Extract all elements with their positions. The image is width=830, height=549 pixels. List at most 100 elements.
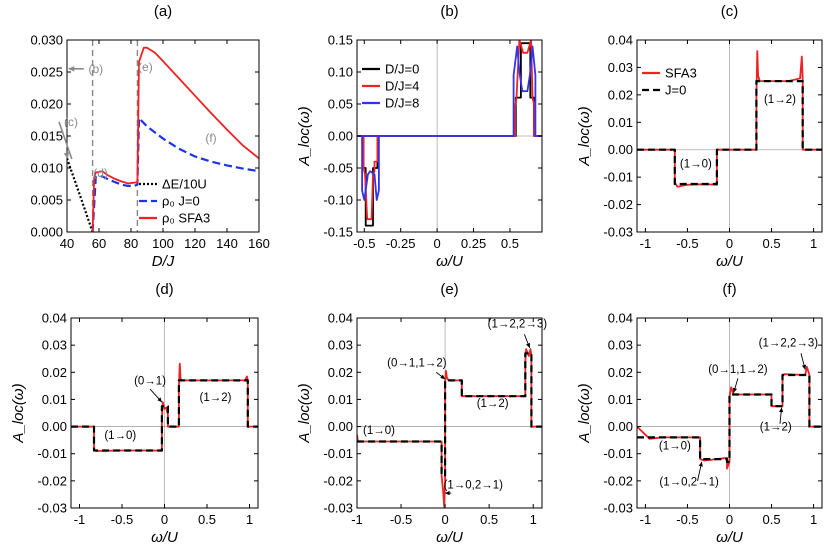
annotation: (1→2): [477, 398, 509, 410]
x-tick-label: 0.5: [480, 512, 498, 527]
callout-arrow: [58, 121, 73, 160]
callout-label: (e): [138, 60, 153, 74]
x-axis-label: ω/U: [716, 253, 743, 270]
panel-title: (d): [155, 281, 173, 298]
legend-label: D/J=0: [385, 62, 419, 77]
x-tick-label: 0: [441, 512, 448, 527]
y-tick-label: 0.00: [42, 419, 67, 434]
panel-b: -0.5 -0.25 0 0.25 0.5 -0.15 -0.10 -0.05 0.00 0.05…: [296, 3, 543, 270]
x-tick-label: 0: [161, 512, 168, 527]
annotation: (1→0,2→1): [444, 479, 504, 491]
y-tick-label: 0.01: [328, 392, 353, 407]
y-tick-label: -0.02: [323, 473, 353, 488]
x-tick-label: 1: [810, 512, 817, 527]
x-tick-label: 1: [246, 512, 253, 527]
y-axis-label: A_loc(ω): [296, 106, 313, 166]
y-tick-label: 0.005: [30, 193, 63, 208]
panel-title: (b): [440, 3, 458, 20]
y-tick-label: -0.03: [603, 501, 633, 516]
y-tick-label: 0.03: [608, 60, 633, 75]
y-tick-label: 0.04: [608, 311, 633, 326]
y-tick-label: 0.02: [608, 365, 633, 380]
x-tick-label: -0.5: [676, 512, 698, 527]
annotation: (1→2): [200, 392, 232, 404]
x-tick-label: -0.5: [111, 512, 133, 527]
annotation-arrowhead: [157, 397, 162, 403]
series-group: [357, 348, 542, 508]
x-axis-label: D/J: [152, 253, 175, 270]
y-tick-label: -0.02: [603, 473, 633, 488]
y-tick-label: 0.02: [608, 87, 633, 102]
y-tick-label: 0.04: [608, 33, 633, 48]
annotation: (0→1): [134, 376, 166, 388]
x-tick-label: -1: [640, 512, 652, 527]
callout-label: (c): [64, 115, 78, 129]
panel-a: 40 60 80 100 120 140 160 0.000 0.005 0.010 0.015 0.…: [30, 3, 269, 270]
annotation: (1→2): [764, 94, 796, 106]
y-axis-label: A_loc(ω): [576, 383, 593, 443]
panel-d: -1 -0.5 0 0.5 1 -0.03 -0.02 -0.01 0.00 0.01 0.02 0.…: [10, 281, 259, 546]
x-tick-label: 40: [60, 236, 74, 251]
series-line-d-j-8: [357, 45, 542, 201]
annotation: (1→2): [760, 422, 792, 434]
y-axis-label: A_loc(ω): [10, 383, 27, 443]
callout-label: (f): [205, 131, 216, 145]
series-line-j-0: [637, 79, 822, 186]
series-line--sfa3: [91, 46, 259, 232]
y-tick-label: -0.05: [323, 161, 353, 176]
x-tick-label: 140: [216, 236, 238, 251]
y-tick-label: 0.000: [30, 225, 63, 240]
series-group: [71, 362, 258, 452]
y-tick-label: -0.01: [603, 446, 633, 461]
annotation: (1→0): [680, 159, 712, 171]
x-tick-label: 0.5: [763, 512, 781, 527]
x-tick-label: 1: [810, 236, 817, 251]
x-tick-label: -0.5: [390, 512, 412, 527]
y-tick-label: 0.015: [30, 129, 63, 144]
legend-label: SFA3: [665, 66, 697, 81]
series-group: [357, 40, 542, 227]
series-line-j-0: [637, 373, 822, 463]
legend-label: ΔE/10U: [162, 177, 207, 192]
y-tick-label: -0.02: [603, 197, 633, 212]
panel-e: -1 -0.5 0 0.5 1 -0.03 -0.02 -0.01 0.00 0.01 0.02 0.…: [296, 281, 547, 546]
callout-label: (d): [93, 166, 108, 180]
x-tick-label: 160: [248, 236, 270, 251]
legend-label: ρ₀ J=0: [162, 194, 200, 209]
y-tick-label: 0.00: [608, 419, 633, 434]
panel-f: -1 -0.5 0 0.5 1 -0.03 -0.02 -0.01 0.00 0.01 0.02 0.…: [576, 281, 823, 546]
panel-title: (f): [722, 281, 736, 298]
y-tick-label: -0.10: [323, 193, 353, 208]
annotation-arrowhead: [440, 374, 446, 380]
y-tick-label: 0.03: [42, 338, 67, 353]
y-tick-label: -0.02: [37, 473, 67, 488]
panel-title: (c): [721, 3, 739, 20]
legend-label: J=0: [665, 83, 686, 98]
plot-frame: [356, 317, 543, 509]
callout-label: (b): [88, 62, 103, 76]
annotation: (1→2,2→3): [488, 319, 548, 331]
x-tick-label: -1: [351, 512, 363, 527]
annotation-arrowhead: [779, 407, 784, 413]
x-tick-label: 0: [726, 236, 733, 251]
x-axis-label: ω/U: [436, 529, 463, 546]
y-tick-label: 0.05: [328, 97, 353, 112]
annotation: (0→1,1→2): [708, 364, 768, 376]
y-tick-label: 0.01: [608, 392, 633, 407]
x-tick-label: 0: [726, 512, 733, 527]
y-tick-label: 0.15: [328, 33, 353, 48]
panel-c: -1 -0.5 0 0.5 1 -0.03 -0.02 -0.01 0.00 0.01 0.02 0.…: [576, 3, 823, 270]
y-tick-label: 0.00: [608, 142, 633, 157]
x-tick-label: 120: [184, 236, 206, 251]
annotation: (1→0): [363, 425, 395, 437]
y-axis-label: A_loc(ω): [576, 106, 593, 166]
y-tick-label: 0.02: [42, 365, 67, 380]
annotation-arrowhead: [698, 461, 703, 467]
y-tick-label: 0.030: [30, 33, 63, 48]
y-tick-label: 0.03: [328, 338, 353, 353]
y-tick-label: -0.01: [603, 170, 633, 185]
y-tick-label: 0.04: [328, 311, 353, 326]
series-line-j-0: [71, 379, 258, 452]
x-axis-label: ω/U: [151, 529, 178, 546]
